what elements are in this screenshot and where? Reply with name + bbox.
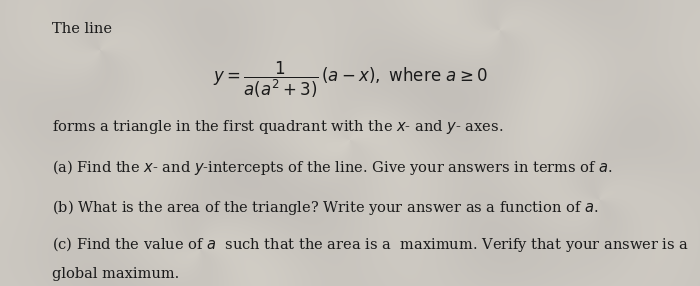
Text: $y = \dfrac{1}{a(a^2+3)}\,(a-x),\ \text{where}\ a \geq 0$: $y = \dfrac{1}{a(a^2+3)}\,(a-x),\ \text{… bbox=[213, 60, 487, 100]
Text: (c) Find the value of $a$  such that the area is a  maximum. Verify that your an: (c) Find the value of $a$ such that the … bbox=[52, 235, 690, 254]
Text: (a) Find the $x$- and $y$-intercepts of the line. Give your answers in terms of : (a) Find the $x$- and $y$-intercepts of … bbox=[52, 158, 614, 177]
Text: forms a triangle in the first quadrant with the $x$- and $y$- axes.: forms a triangle in the first quadrant w… bbox=[52, 118, 504, 136]
Text: The line: The line bbox=[52, 22, 113, 35]
Text: global maximum.: global maximum. bbox=[52, 267, 180, 281]
Text: (b) What is the area of the triangle? Write your answer as a function of $a$.: (b) What is the area of the triangle? Wr… bbox=[52, 198, 598, 217]
